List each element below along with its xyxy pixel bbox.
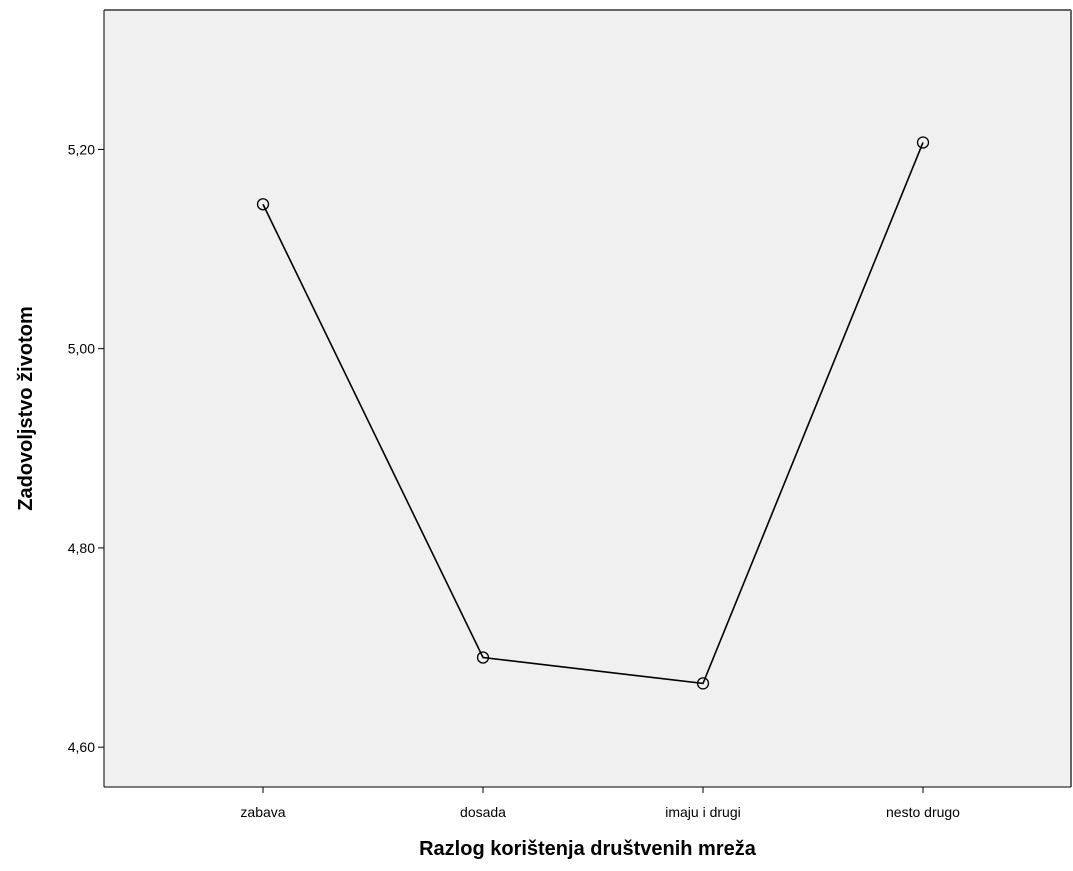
x-axis-title: Razlog korištenja društvenih mreža	[419, 838, 757, 860]
y-ticks: 4,60 4,80 5,00 5,20	[68, 141, 104, 755]
data-point	[476, 651, 490, 664]
series-line	[262, 142, 924, 685]
x-ticks: zabava dosada imaju i drugi nesto drugo	[240, 787, 960, 820]
x-tick-label: nesto drugo	[886, 804, 960, 820]
x-tick-label: imaju i drugi	[665, 804, 740, 820]
y-tick-label: 4,80	[68, 540, 95, 556]
x-tick-label: dosada	[460, 804, 506, 820]
data-point	[256, 198, 270, 211]
y-tick-label: 4,60	[68, 739, 95, 755]
series-group	[256, 136, 930, 690]
y-tick-label: 5,00	[68, 341, 95, 357]
data-point	[696, 677, 710, 690]
plot-area	[104, 10, 1071, 787]
x-tick-label: zabava	[240, 804, 285, 820]
y-axis-title: Zadovoljstvo životom	[15, 306, 37, 510]
y-tick-label: 5,20	[68, 141, 95, 157]
data-point	[916, 136, 930, 149]
